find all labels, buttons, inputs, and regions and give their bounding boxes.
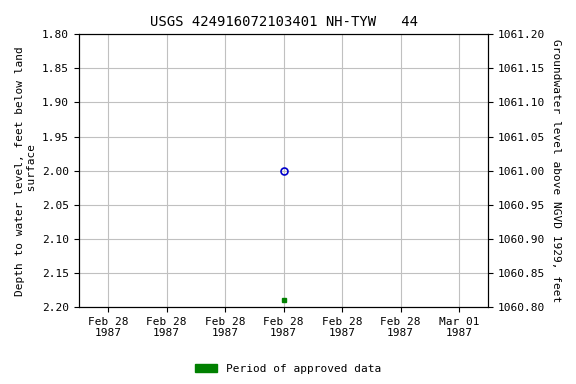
Y-axis label: Depth to water level, feet below land
 surface: Depth to water level, feet below land su… xyxy=(15,46,37,296)
Title: USGS 424916072103401 NH-TYW   44: USGS 424916072103401 NH-TYW 44 xyxy=(150,15,418,29)
Legend: Period of approved data: Period of approved data xyxy=(191,359,385,379)
Y-axis label: Groundwater level above NGVD 1929, feet: Groundwater level above NGVD 1929, feet xyxy=(551,39,561,302)
